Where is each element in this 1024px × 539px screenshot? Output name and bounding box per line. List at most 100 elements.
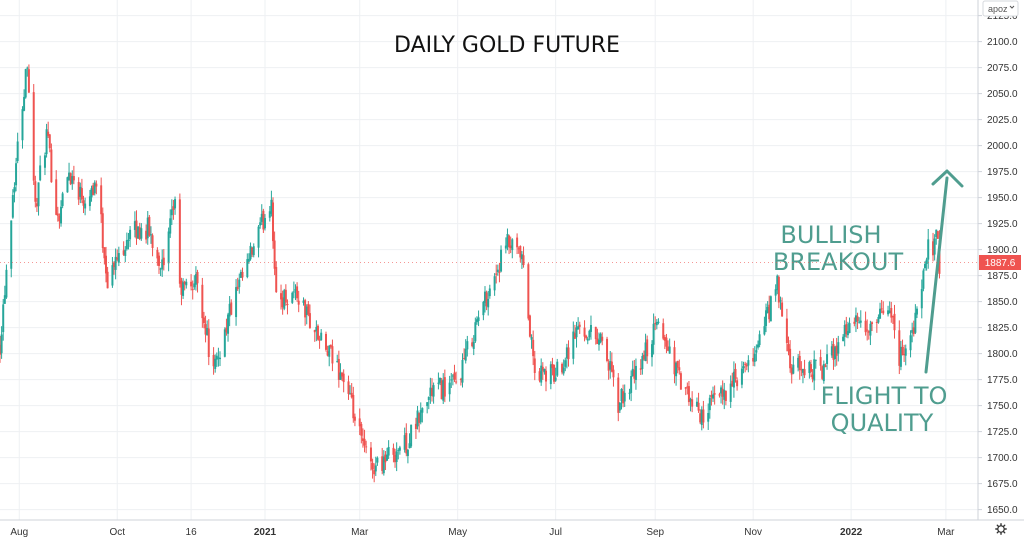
candle-body <box>363 438 366 446</box>
candle-body <box>927 239 930 260</box>
candle-body <box>609 361 612 370</box>
candle-body <box>275 267 278 292</box>
candle-body <box>673 347 676 375</box>
candle-body <box>545 370 548 382</box>
candle-body <box>842 336 845 342</box>
candle-body <box>826 354 829 365</box>
candle-body <box>867 331 870 333</box>
candle-body <box>879 308 882 319</box>
candle-body <box>695 401 698 407</box>
candle-body <box>239 271 242 278</box>
candle-body <box>610 361 613 372</box>
candle-body <box>398 447 401 451</box>
candle-body <box>353 416 356 421</box>
candle-body <box>191 289 194 291</box>
price-axis[interactable]: 2125.0 2100.0 2075.0 2050.0 2025.0 2000.0 1975… <box>978 11 1018 516</box>
candles <box>0 64 941 483</box>
candle-body <box>201 284 204 319</box>
candle-body <box>898 330 901 366</box>
candle-body <box>589 324 592 332</box>
candle-body <box>382 456 385 474</box>
candle-body <box>403 435 406 450</box>
candle-body <box>564 360 567 367</box>
candle-body <box>519 245 522 258</box>
candle-body <box>101 213 104 249</box>
candle-body <box>500 249 503 272</box>
candle-body <box>586 338 589 341</box>
candle-body <box>148 216 151 236</box>
scale-mode-button[interactable] <box>982 0 1019 17</box>
candle-body <box>496 269 499 272</box>
candle-body <box>79 186 82 197</box>
candle-body <box>45 129 48 155</box>
candle-body <box>495 273 498 275</box>
candle-body <box>61 193 64 206</box>
candle-body <box>520 254 523 260</box>
candle-body <box>88 196 91 207</box>
candle-body <box>856 316 859 322</box>
candle-body <box>822 363 825 382</box>
candle-body <box>135 220 138 239</box>
candle-body <box>630 376 633 393</box>
candle-body <box>291 292 294 303</box>
candle-body <box>395 451 398 462</box>
candle-body <box>729 383 732 402</box>
last-price-marker: 1887.6 <box>0 254 1021 270</box>
candle-body <box>162 257 165 266</box>
candle-body <box>459 378 462 381</box>
y-tick-label: 1950.0 <box>987 193 1018 204</box>
candle-body <box>700 409 703 425</box>
candle-body <box>358 418 361 427</box>
candle-body <box>875 321 878 323</box>
candle-body <box>832 344 835 360</box>
candle-body <box>756 344 759 348</box>
x-tick-label: Mar <box>937 527 955 538</box>
candle-body <box>848 323 851 333</box>
candle-body <box>180 280 183 295</box>
candle-body <box>183 281 186 285</box>
candle-body <box>371 462 374 470</box>
candle-body <box>365 446 368 448</box>
candle-body <box>646 339 649 357</box>
x-tick-label: Aug <box>10 527 28 538</box>
candle-body <box>381 456 384 471</box>
candle-body <box>809 364 812 372</box>
x-tick-label: May <box>448 527 467 538</box>
candle-body <box>137 226 140 239</box>
candle-body <box>122 250 125 255</box>
candle-body <box>846 331 849 336</box>
annotation-flight-to: FLIGHT TO <box>821 382 948 410</box>
candle-body <box>50 149 53 183</box>
candle-body <box>654 323 657 325</box>
candle-body <box>15 163 18 186</box>
candle-body <box>103 247 106 259</box>
candle-body <box>623 392 626 402</box>
candle-body <box>418 413 421 423</box>
candle-body <box>639 368 642 370</box>
candle-body <box>596 338 599 344</box>
y-tick-label: 1650.0 <box>987 505 1018 516</box>
candle-body <box>439 377 442 383</box>
candle-body <box>774 289 777 296</box>
gear-icon[interactable] <box>995 523 1007 535</box>
time-axis[interactable]: Aug Oct 16 2021 Mar May Jul Sep Nov 2022 Mar <box>10 527 955 538</box>
candle-body <box>598 340 601 345</box>
candle-body <box>318 339 321 341</box>
candle-body <box>406 449 409 457</box>
candle-body <box>337 358 340 380</box>
candle-body <box>360 424 363 436</box>
candle-body <box>350 392 353 398</box>
candle-body <box>699 413 702 423</box>
candle-body <box>185 281 188 286</box>
candle-body <box>702 409 705 423</box>
candle-body <box>58 215 61 222</box>
y-tick-label: 2050.0 <box>987 89 1018 100</box>
candle-body <box>834 347 837 360</box>
candle-body <box>528 315 531 337</box>
y-tick-label: 2025.0 <box>987 115 1018 126</box>
candle-body <box>628 392 631 394</box>
candle-body <box>138 227 141 240</box>
candle-body <box>504 245 507 249</box>
candle-body <box>347 381 350 394</box>
scale-mode-label: apoz <box>988 4 1008 14</box>
